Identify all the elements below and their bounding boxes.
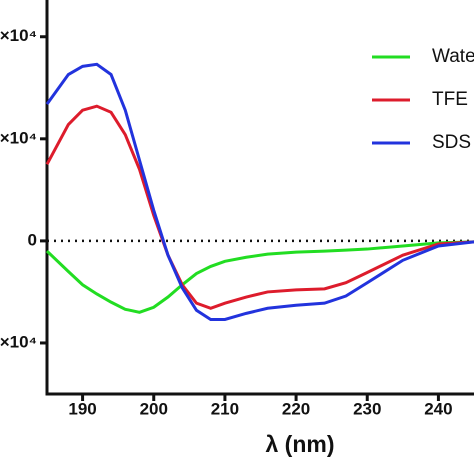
legend-label: Water bbox=[432, 46, 474, 67]
x-tick-label: 240 bbox=[424, 399, 452, 418]
y-tick-label: 2×10⁴ bbox=[0, 26, 37, 45]
x-tick-label: 200 bbox=[140, 399, 168, 418]
x-tick-label: 230 bbox=[353, 399, 381, 418]
legend-label: SDS bbox=[432, 132, 471, 153]
data-line bbox=[45, 104, 474, 310]
y-tick-label: -1×10⁴ bbox=[0, 332, 37, 351]
x-tick-label: 190 bbox=[68, 399, 96, 418]
x-tick-label: 210 bbox=[211, 399, 239, 418]
x-tick-label: 220 bbox=[282, 399, 310, 418]
data-line bbox=[45, 240, 474, 314]
y-tick-label: 1×10⁴ bbox=[0, 128, 37, 147]
legend-label: TFE bbox=[432, 89, 468, 110]
x-axis-label: λ (nm) bbox=[266, 431, 335, 457]
y-tick-label: 0 bbox=[28, 230, 37, 249]
data-line bbox=[45, 62, 474, 321]
